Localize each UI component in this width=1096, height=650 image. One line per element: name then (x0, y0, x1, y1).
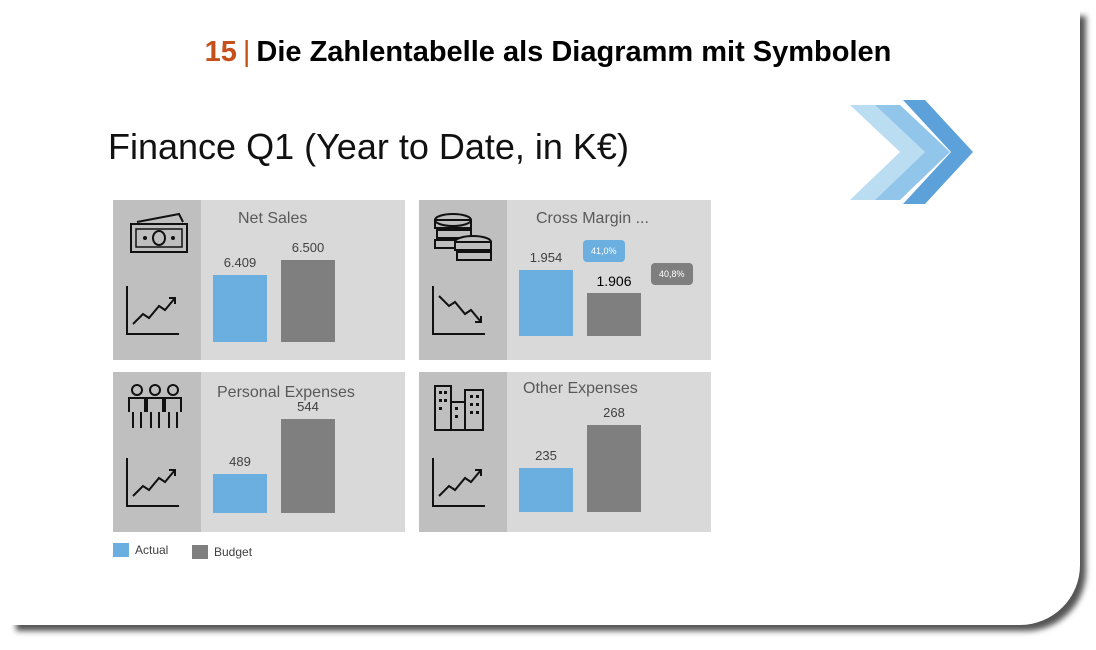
legend-budget: Budget (192, 545, 252, 559)
kpi-panel: Other Expenses 235 268 (419, 372, 711, 532)
kpi-panel: Personal Expenses 489 544 (113, 372, 405, 532)
data-label: 1.906 (596, 272, 632, 289)
bar-actual (519, 269, 573, 336)
panel-title: Cross Margin ... (536, 210, 649, 227)
panel-title: Net Sales (238, 210, 308, 227)
coins-icon (434, 213, 492, 261)
trend-up-icon (126, 458, 179, 507)
data-label: 1.954 (529, 249, 563, 265)
chevrons-logo-icon (850, 100, 973, 204)
trend-down-icon (432, 286, 485, 335)
data-label: 6.409 (223, 255, 257, 270)
data-label: 544 (297, 399, 319, 414)
bar-budget (587, 424, 641, 512)
icon-column (113, 372, 201, 532)
kpi-panel: Cross Margin ... 1.954 41,0% 1.906 40,8% (419, 200, 711, 360)
bar-actual (519, 467, 573, 512)
trend-up-icon (126, 286, 179, 335)
bar-actual (213, 474, 267, 513)
data-label: 235 (535, 447, 557, 463)
icon-column (419, 200, 507, 360)
buildings-icon (434, 385, 484, 431)
kpi-panel: Net Sales 6.409 6.500 (113, 200, 405, 360)
data-label: 268 (603, 404, 625, 420)
margin-callout: 41,0% (583, 239, 625, 262)
bar-budget (281, 419, 335, 513)
subtitle: Finance Q1 (Year to Date, in K€) (108, 126, 629, 167)
panel-title: Personal Expenses (217, 384, 355, 401)
slide-header: 15 | Die Zahlentabelle als Diagramm mit Sy… (0, 36, 1096, 69)
data-label: 489 (229, 454, 251, 469)
legend-label: Budget (214, 545, 253, 559)
margin-callout: 40,8% (651, 262, 693, 285)
icon-column (419, 372, 507, 532)
slide-number: 15 (204, 36, 237, 68)
data-label: 6.500 (291, 239, 325, 255)
trend-up-icon (432, 458, 485, 507)
money-icon (130, 212, 188, 253)
icon-column (113, 200, 201, 360)
bar-budget (281, 259, 335, 342)
people-icon (128, 384, 182, 428)
panel-title: Other Expenses (523, 380, 638, 397)
slide-title: Die Zahlentabelle als Diagramm mit Symbo… (256, 36, 892, 68)
legend-actual: Actual (113, 543, 168, 557)
legend-swatch-actual (113, 543, 129, 557)
legend-swatch-budget (192, 545, 208, 559)
bar-budget (587, 292, 641, 336)
bar-actual (213, 275, 267, 342)
legend-label: Actual (135, 543, 169, 557)
separator: | (242, 36, 251, 68)
